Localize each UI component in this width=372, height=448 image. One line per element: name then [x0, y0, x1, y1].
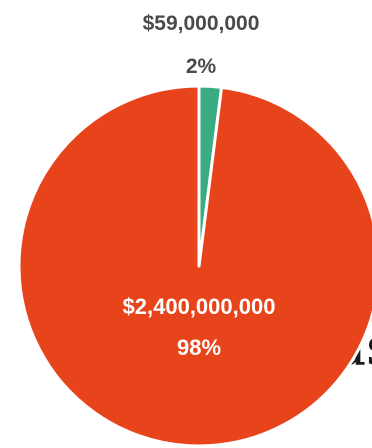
- slice-large-percent-label: 98%: [177, 335, 221, 360]
- pie-slice-large: [17, 84, 372, 448]
- slice-large-value-label: $2,400,000,000: [123, 294, 276, 319]
- slice-small-value-label: $59,000,000: [143, 12, 260, 35]
- slice-small-percent-label: 2%: [186, 55, 217, 78]
